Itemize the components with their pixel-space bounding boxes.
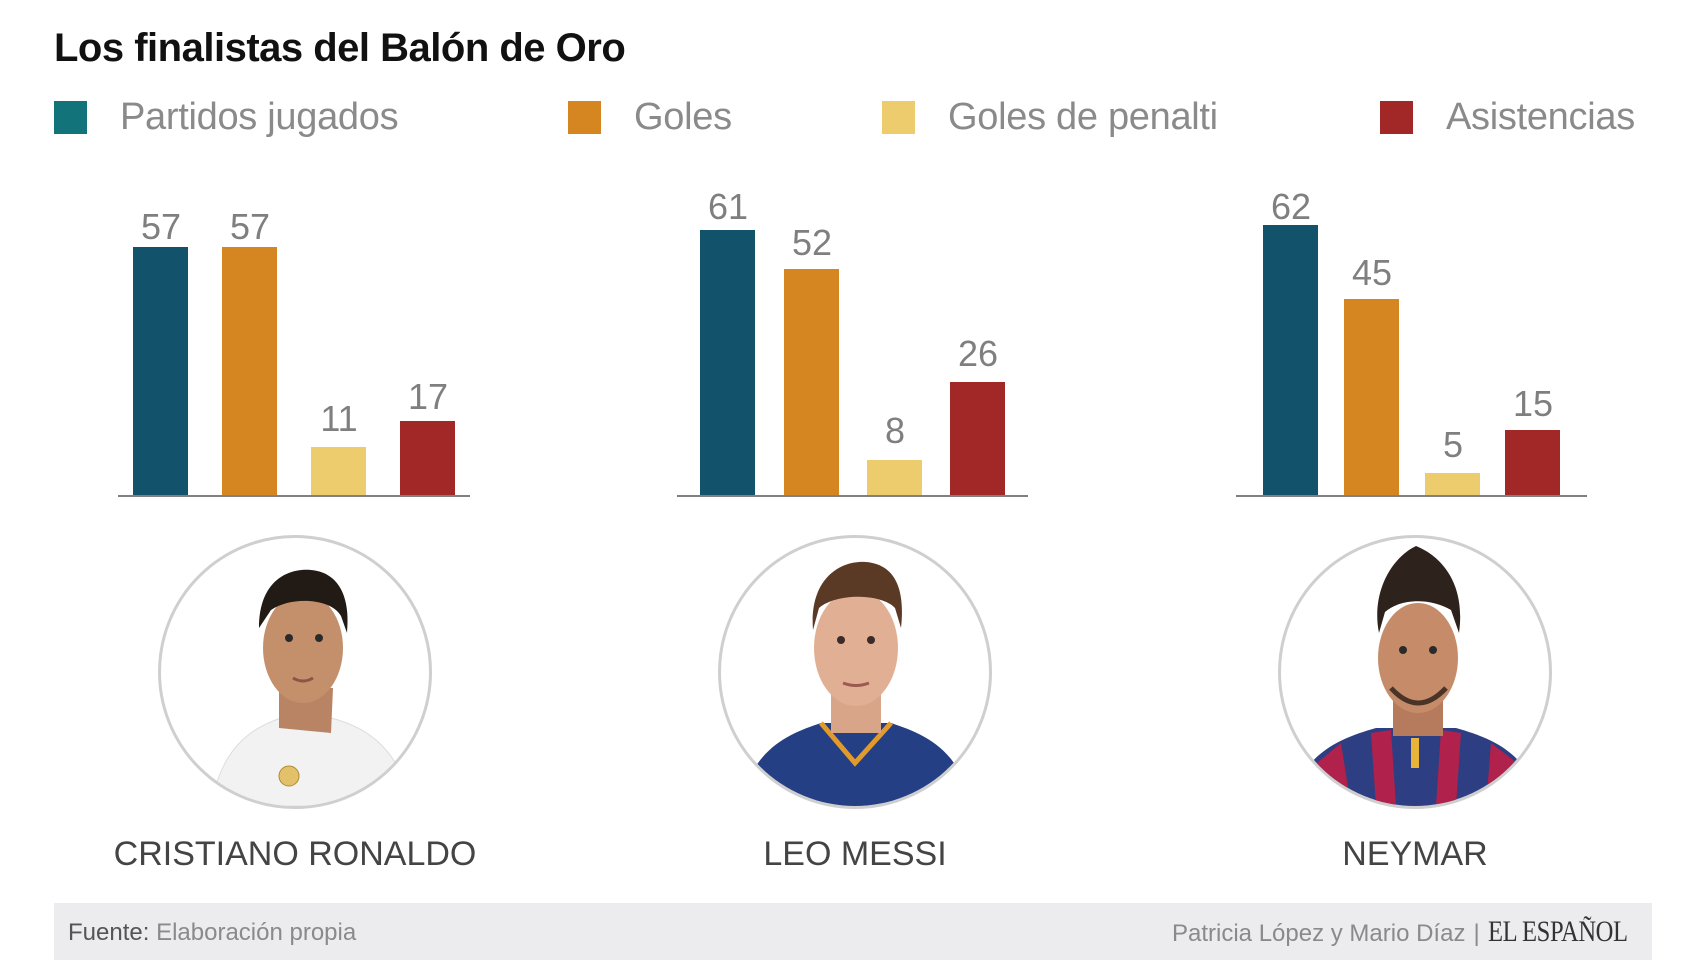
bar-goles-penalti xyxy=(1425,473,1480,495)
legend-label: Goles de penalti xyxy=(948,95,1218,138)
author-credit: Patricia López y Mario Díaz xyxy=(1172,920,1466,947)
legend-label: Asistencias xyxy=(1446,95,1635,138)
bar-value: 5 xyxy=(1442,424,1464,465)
bar-value: 62 xyxy=(1270,186,1312,227)
legend-item-goles: Goles xyxy=(568,92,732,142)
legend-item-goles-penalti: Goles de penalti xyxy=(882,92,1218,142)
legend: Partidos jugados Goles Goles de penalti … xyxy=(0,92,1706,142)
bar-partidos-jugados xyxy=(133,247,188,495)
bar-goles xyxy=(1344,299,1399,495)
player-name: NEYMAR xyxy=(1342,835,1488,873)
credit-separator: | xyxy=(1473,920,1480,947)
chart-title: Los finalistas del Balón de Oro xyxy=(54,26,626,70)
bar-asistencias xyxy=(950,382,1005,495)
bar-asistencias xyxy=(400,421,455,495)
legend-label: Partidos jugados xyxy=(120,95,399,138)
bar-group-neymar: 62 45 5 15 xyxy=(0,170,1706,500)
bar-asistencias xyxy=(1505,430,1560,495)
x-axis-line xyxy=(1236,495,1587,497)
player-photo-icon xyxy=(210,569,412,806)
source-value: Elaboración propia xyxy=(156,919,357,946)
source-note: Fuente: Elaboración propia xyxy=(68,919,356,947)
bar-partidos-jugados xyxy=(1263,225,1318,495)
legend-label: Goles xyxy=(634,95,732,138)
brand-logo: EL ESPAÑOL xyxy=(1487,915,1628,948)
bar-value: 45 xyxy=(1351,252,1393,293)
x-axis-line xyxy=(118,495,470,497)
credit-note: Patricia López y Mario Díaz | EL ESPAÑOL xyxy=(1172,915,1630,949)
bar-value: 15 xyxy=(1512,383,1554,424)
legend-swatch-asistencias xyxy=(1380,100,1413,134)
x-axis-line xyxy=(677,495,1028,497)
bar-goles xyxy=(784,269,839,495)
legend-item-asistencias: Asistencias xyxy=(1380,92,1635,142)
bar-value: 8 xyxy=(884,410,906,451)
bar-group-leo-messi: 61 52 8 26 xyxy=(0,170,1706,500)
bar-partidos-jugados xyxy=(700,230,755,495)
bar-value: 11 xyxy=(320,398,358,439)
bar-goles-penalti xyxy=(311,447,366,495)
legend-item-partidos: Partidos jugados xyxy=(54,92,399,142)
legend-swatch-goles xyxy=(568,100,601,134)
bar-value: 57 xyxy=(229,206,271,247)
footer-bar: Fuente: Elaboración propia Patricia Lópe… xyxy=(54,903,1652,960)
legend-swatch-partidos xyxy=(54,100,87,134)
player-name: CRISTIANO RONALDO xyxy=(113,835,477,873)
legend-swatch-goles-penalti xyxy=(882,100,915,134)
bar-value: 61 xyxy=(707,186,749,227)
player-name: LEO MESSI xyxy=(763,835,947,873)
bar-value: 17 xyxy=(407,376,449,417)
bar-group-cristiano-ronaldo: 57 57 11 17 xyxy=(0,170,600,500)
source-label: Fuente: xyxy=(68,919,150,946)
bar-value: 57 xyxy=(140,206,182,247)
bar-value: 52 xyxy=(791,222,833,263)
portrait-leo-messi xyxy=(718,535,992,809)
bar-goles xyxy=(222,247,277,495)
player-photo-icon xyxy=(741,561,971,806)
portrait-neymar xyxy=(1278,535,1552,809)
bar-value: 26 xyxy=(957,333,999,374)
player-photo-icon xyxy=(1291,546,1539,806)
bar-goles-penalti xyxy=(867,460,922,495)
portrait-cristiano-ronaldo xyxy=(158,535,432,809)
